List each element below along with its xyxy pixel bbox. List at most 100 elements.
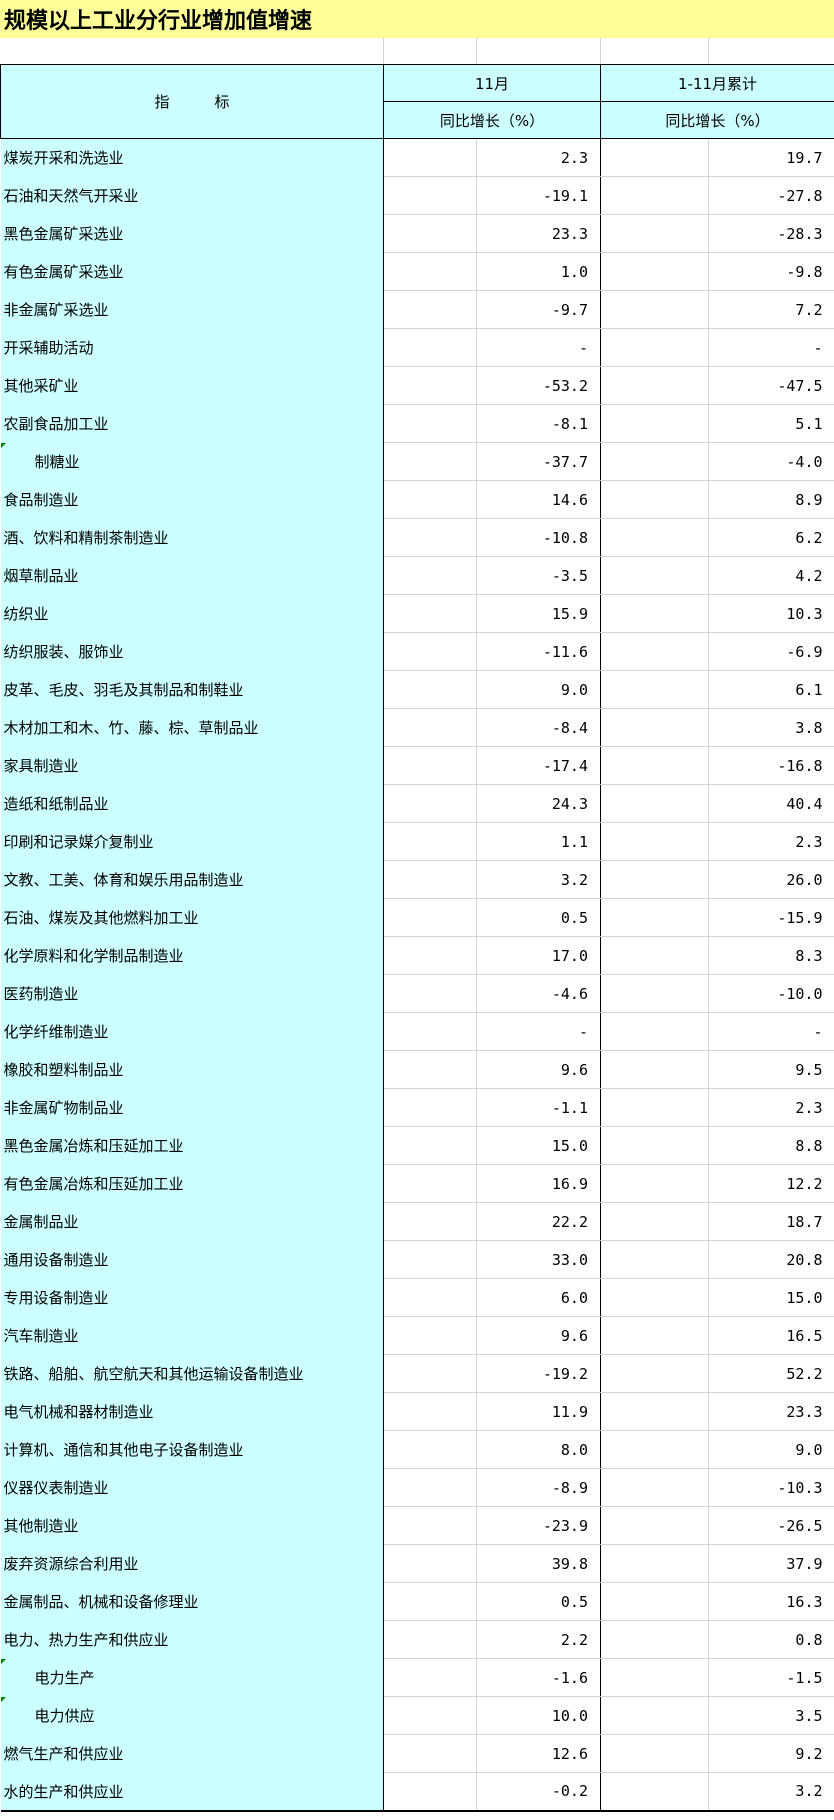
- empty-cell[interactable]: [383, 176, 477, 215]
- empty-cell[interactable]: [600, 1544, 709, 1583]
- empty-cell[interactable]: [383, 898, 477, 937]
- month-growth-value[interactable]: -17.4: [476, 746, 601, 785]
- cumulative-growth-value[interactable]: 8.9: [707, 480, 834, 519]
- month-growth-value[interactable]: -9.7: [476, 290, 601, 329]
- industry-label[interactable]: 开采辅助活动: [0, 328, 384, 367]
- industry-label[interactable]: 煤炭开采和洗选业: [0, 138, 384, 177]
- empty-cell[interactable]: [600, 518, 709, 557]
- cumulative-growth-value[interactable]: -: [707, 1012, 834, 1051]
- empty-cell[interactable]: [600, 214, 709, 253]
- empty-cell[interactable]: [383, 594, 477, 633]
- empty-cell[interactable]: [383, 1164, 477, 1203]
- empty-cell[interactable]: [600, 1506, 709, 1545]
- cumulative-growth-value[interactable]: 7.2: [707, 290, 834, 329]
- cumulative-growth-value[interactable]: 15.0: [707, 1278, 834, 1317]
- month-growth-value[interactable]: 16.9: [476, 1164, 601, 1203]
- empty-cell[interactable]: [383, 404, 477, 443]
- industry-label[interactable]: 黑色金属冶炼和压延加工业: [0, 1126, 384, 1165]
- month-growth-value[interactable]: -0.2: [476, 1772, 601, 1812]
- industry-label[interactable]: 有色金属矿采选业: [0, 252, 384, 291]
- empty-cell[interactable]: [383, 1240, 477, 1279]
- cumulative-growth-value[interactable]: -: [707, 328, 834, 367]
- empty-cell[interactable]: [383, 1278, 477, 1317]
- empty-cell[interactable]: [383, 214, 477, 253]
- empty-cell[interactable]: [600, 860, 709, 899]
- empty-cell[interactable]: [600, 1468, 709, 1507]
- cumulative-growth-value[interactable]: 26.0: [707, 860, 834, 899]
- cumulative-growth-value[interactable]: 5.1: [707, 404, 834, 443]
- empty-cell[interactable]: [600, 176, 709, 215]
- empty-cell[interactable]: [600, 632, 709, 671]
- month-growth-value[interactable]: 17.0: [476, 936, 601, 975]
- empty-cell[interactable]: [600, 1658, 709, 1697]
- industry-label[interactable]: 废弃资源综合利用业: [0, 1544, 384, 1583]
- industry-label[interactable]: 仪器仪表制造业: [0, 1468, 384, 1507]
- cumulative-growth-value[interactable]: 23.3: [707, 1392, 834, 1431]
- empty-cell[interactable]: [383, 1620, 477, 1659]
- empty-cell[interactable]: [383, 670, 477, 709]
- empty-cell[interactable]: [600, 1430, 709, 1469]
- empty-cell[interactable]: [383, 1468, 477, 1507]
- empty-cell[interactable]: [383, 784, 477, 823]
- industry-label[interactable]: 有色金属冶炼和压延加工业: [0, 1164, 384, 1203]
- empty-cell[interactable]: [383, 1392, 477, 1431]
- empty-cell[interactable]: [383, 860, 477, 899]
- industry-label[interactable]: 水的生产和供应业: [0, 1772, 384, 1812]
- month-growth-value[interactable]: -8.4: [476, 708, 601, 747]
- month-growth-value[interactable]: -1.6: [476, 1658, 601, 1697]
- cumulative-growth-value[interactable]: -28.3: [707, 214, 834, 253]
- month-growth-value[interactable]: 8.0: [476, 1430, 601, 1469]
- empty-cell[interactable]: [600, 1582, 709, 1621]
- empty-cell[interactable]: [600, 822, 709, 861]
- industry-label[interactable]: 通用设备制造业: [0, 1240, 384, 1279]
- cumulative-growth-value[interactable]: 0.8: [707, 1620, 834, 1659]
- industry-label[interactable]: 电气机械和器材制造业: [0, 1392, 384, 1431]
- empty-cell[interactable]: [600, 708, 709, 747]
- month-growth-value[interactable]: 12.6: [476, 1734, 601, 1773]
- month-growth-value[interactable]: -37.7: [476, 442, 601, 481]
- empty-cell[interactable]: [600, 1696, 709, 1735]
- month-growth-value[interactable]: 15.0: [476, 1126, 601, 1165]
- empty-cell[interactable]: [383, 1430, 477, 1469]
- month-growth-value[interactable]: -1.1: [476, 1088, 601, 1127]
- empty-cell[interactable]: [600, 404, 709, 443]
- empty-cell[interactable]: [383, 252, 477, 291]
- month-growth-value[interactable]: 6.0: [476, 1278, 601, 1317]
- industry-label[interactable]: 皮革、毛皮、羽毛及其制品和制鞋业: [0, 670, 384, 709]
- month-growth-value[interactable]: 9.0: [476, 670, 601, 709]
- cumulative-growth-value[interactable]: 10.3: [707, 594, 834, 633]
- empty-cell[interactable]: [383, 1582, 477, 1621]
- industry-label[interactable]: 石油、煤炭及其他燃料加工业: [0, 898, 384, 937]
- empty-cell[interactable]: [600, 328, 709, 367]
- cumulative-growth-value[interactable]: 9.5: [707, 1050, 834, 1089]
- industry-label[interactable]: 烟草制品业: [0, 556, 384, 595]
- empty-cell[interactable]: [600, 1202, 709, 1241]
- month-growth-value[interactable]: 2.3: [476, 138, 601, 177]
- month-growth-value[interactable]: -10.8: [476, 518, 601, 557]
- cumulative-growth-value[interactable]: -10.0: [707, 974, 834, 1013]
- industry-label[interactable]: 汽车制造业: [0, 1316, 384, 1355]
- empty-cell[interactable]: [383, 1658, 477, 1697]
- industry-label[interactable]: 化学原料和化学制品制造业: [0, 936, 384, 975]
- cumulative-growth-value[interactable]: 9.2: [707, 1734, 834, 1773]
- month-growth-value[interactable]: -19.2: [476, 1354, 601, 1393]
- month-growth-value[interactable]: 14.6: [476, 480, 601, 519]
- empty-cell[interactable]: [600, 1050, 709, 1089]
- empty-cell[interactable]: [383, 1126, 477, 1165]
- industry-label[interactable]: 制糖业: [0, 442, 384, 481]
- industry-label[interactable]: 酒、饮料和精制茶制造业: [0, 518, 384, 557]
- empty-cell[interactable]: [383, 708, 477, 747]
- empty-cell[interactable]: [383, 556, 477, 595]
- industry-label[interactable]: 木材加工和木、竹、藤、棕、草制品业: [0, 708, 384, 747]
- industry-label[interactable]: 造纸和纸制品业: [0, 784, 384, 823]
- empty-cell[interactable]: [600, 366, 709, 405]
- cumulative-growth-value[interactable]: -1.5: [707, 1658, 834, 1697]
- empty-cell[interactable]: [600, 1164, 709, 1203]
- empty-cell[interactable]: [600, 480, 709, 519]
- month-growth-value[interactable]: 11.9: [476, 1392, 601, 1431]
- month-growth-value[interactable]: 1.0: [476, 252, 601, 291]
- month-growth-value[interactable]: -53.2: [476, 366, 601, 405]
- empty-cell[interactable]: [600, 898, 709, 937]
- empty-cell[interactable]: [383, 1544, 477, 1583]
- industry-label[interactable]: 电力供应: [0, 1696, 384, 1735]
